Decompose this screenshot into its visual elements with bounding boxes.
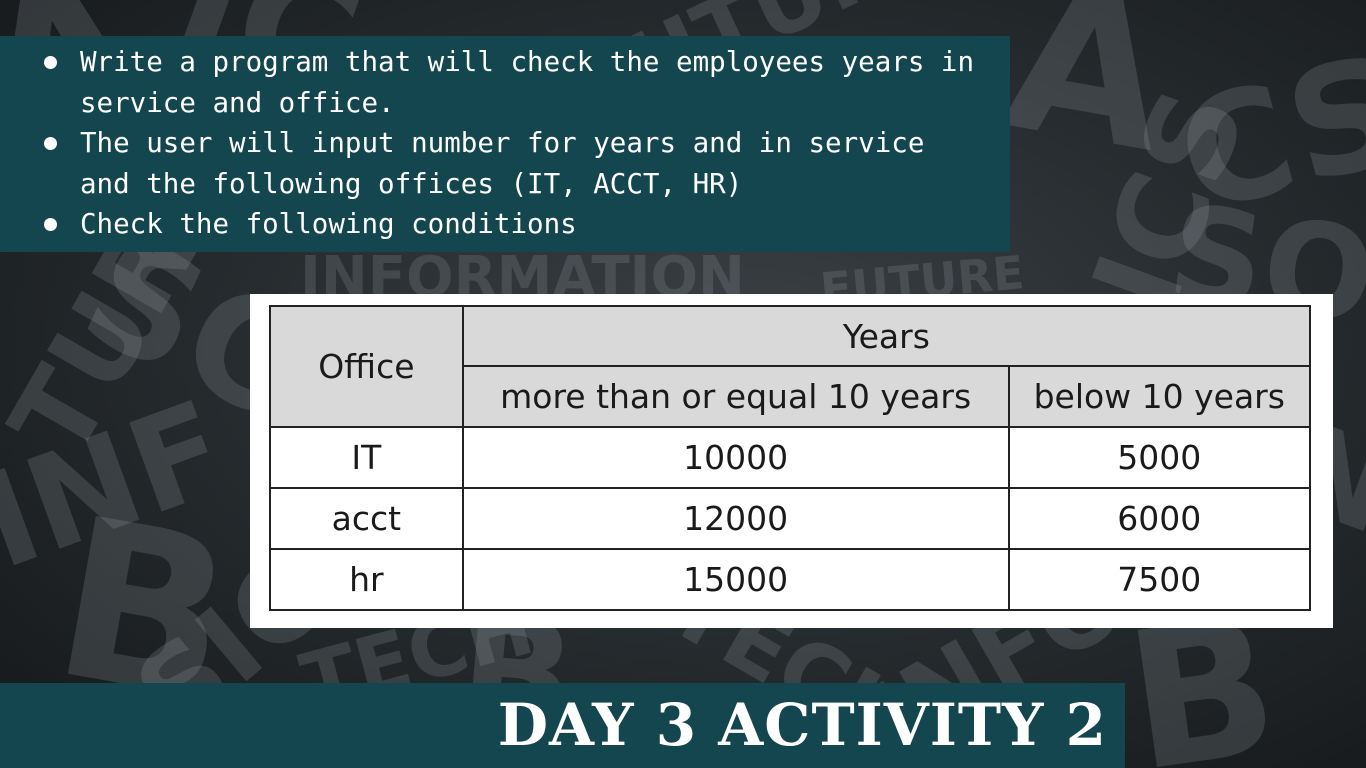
conditions-table-card: Office Years more than or equal 10 years…: [250, 294, 1333, 628]
title-bar: DAY 3 ACTIVITY 2: [0, 683, 1125, 768]
table-row: hr 15000 7500: [269, 548, 1312, 611]
header-office: Office: [269, 305, 464, 428]
instructions-list: Write a program that will check the empl…: [0, 36, 1010, 245]
bullet-icon: [44, 137, 57, 150]
header-ge10: more than or equal 10 years: [461, 365, 1010, 428]
bullet-icon: [44, 218, 57, 231]
instructions-panel: Write a program that will check the empl…: [0, 36, 1010, 252]
header-years: Years: [461, 305, 1312, 367]
conditions-table: Office Years more than or equal 10 years…: [269, 305, 1312, 611]
cell-office: acct: [269, 487, 464, 550]
cell-office: IT: [269, 426, 464, 489]
cell-ge10: 10000: [461, 426, 1010, 489]
instruction-text: Write a program that will check the empl…: [80, 46, 975, 119]
table-row: IT 10000 5000: [269, 426, 1312, 489]
cell-office: hr: [269, 548, 464, 611]
bullet-icon: [44, 56, 57, 69]
header-below10: below 10 years: [1007, 365, 1312, 428]
cell-ge10: 12000: [461, 487, 1010, 550]
cell-below10: 5000: [1007, 426, 1312, 489]
instruction-item: The user will input number for years and…: [0, 123, 1010, 204]
cell-ge10: 15000: [461, 548, 1010, 611]
table-row: acct 12000 6000: [269, 487, 1312, 550]
instruction-text: The user will input number for years and…: [80, 127, 925, 200]
slide-title: DAY 3 ACTIVITY 2: [497, 691, 1107, 759]
instruction-text: Check the following conditions: [80, 208, 577, 240]
instruction-item: Write a program that will check the empl…: [0, 42, 1010, 123]
cell-below10: 7500: [1007, 548, 1312, 611]
cell-below10: 6000: [1007, 487, 1312, 550]
instruction-item: Check the following conditions: [0, 204, 1010, 245]
